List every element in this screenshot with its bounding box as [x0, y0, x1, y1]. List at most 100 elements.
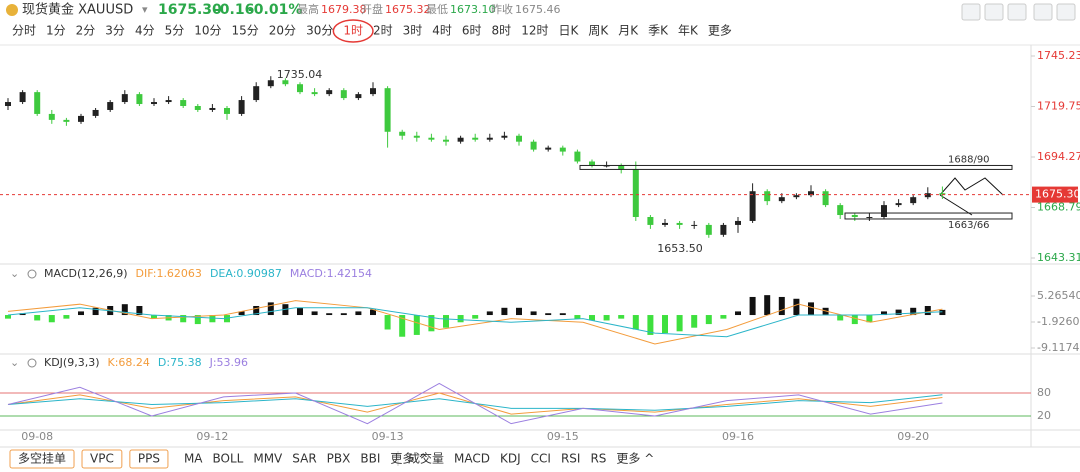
candle-body — [924, 193, 931, 198]
tool-button[interactable] — [961, 3, 981, 21]
period-tab[interactable]: 1分 — [46, 24, 66, 38]
macd-bar — [151, 315, 157, 319]
period-tab[interactable]: 5分 — [165, 24, 185, 38]
zone-label: 1663/66 — [948, 220, 990, 231]
period-tab[interactable]: 3分 — [105, 24, 125, 38]
indicator-tab[interactable]: SAR — [292, 452, 316, 466]
y-tick-label: 5.26540 — [1037, 289, 1080, 302]
candle-body — [267, 80, 274, 87]
period-tab[interactable]: 3时 — [403, 24, 423, 38]
period-tab[interactable]: 8时 — [492, 24, 512, 38]
macd-bar — [647, 315, 654, 335]
macd-bar — [194, 315, 201, 325]
macd-bar — [443, 315, 449, 328]
toolbar-button[interactable]: 多空挂单 — [18, 452, 66, 466]
period-tab[interactable]: 4分 — [135, 24, 155, 38]
indicator-tab[interactable]: MACD — [454, 452, 490, 466]
macd-bar — [910, 307, 917, 316]
candle-body — [48, 113, 55, 120]
collapse-icon[interactable]: ⌄ — [10, 267, 19, 280]
indicator-tab[interactable]: RSI — [561, 452, 581, 466]
candle-body — [370, 88, 376, 95]
tool-button[interactable] — [1033, 3, 1053, 21]
period-tab[interactable]: 更多 — [708, 24, 732, 38]
period-tab[interactable]: 10分 — [194, 24, 221, 38]
y-tick-label: 1643.31 — [1037, 251, 1080, 264]
button-border — [81, 449, 123, 469]
indicator-tab[interactable]: 成交量 — [408, 451, 444, 466]
candle-body — [808, 191, 814, 196]
dropdown-caret[interactable]: ▾ — [142, 3, 148, 16]
period-tab[interactable]: 1时 — [343, 24, 363, 38]
period-tab[interactable]: 日K — [558, 24, 579, 38]
open: 1675.32 — [385, 3, 431, 16]
candle-body — [749, 191, 756, 221]
candle-body — [224, 107, 230, 114]
indicator-line — [7, 382, 943, 425]
candle-body — [501, 135, 508, 138]
period-tab[interactable]: 2分 — [76, 24, 96, 38]
candle-body — [5, 102, 11, 107]
indicator-tab[interactable]: BBI — [360, 452, 380, 466]
macd-bar — [530, 311, 537, 316]
period-tab[interactable]: 分时 — [12, 24, 36, 38]
indicator-tab[interactable]: KDJ — [500, 452, 521, 466]
drawn-arrows — [939, 177, 1004, 216]
macd-bar — [516, 307, 522, 316]
symbol[interactable]: 现货黄金 XAUUSD — [22, 2, 133, 18]
indicator-tab[interactable]: RS — [590, 452, 606, 466]
indicator-tab[interactable]: MMV — [253, 452, 283, 466]
macd-bar — [311, 311, 318, 316]
indicator-tab[interactable]: 更多 ^ — [616, 452, 654, 466]
period-tab[interactable]: 2时 — [373, 24, 393, 38]
indicator-tab[interactable]: PBX — [327, 452, 351, 466]
settings-icon[interactable] — [27, 358, 37, 368]
period-tab[interactable]: 15分 — [232, 24, 259, 38]
tool-button[interactable] — [1007, 3, 1027, 21]
candle-body — [63, 119, 70, 122]
macd-bar — [5, 315, 11, 319]
tool-button[interactable] — [984, 3, 1004, 21]
period-tab[interactable]: 6时 — [462, 24, 482, 38]
period-tab[interactable]: 年K — [678, 24, 699, 38]
period-tab[interactable]: 月K — [618, 24, 639, 38]
last-price-box — [1032, 186, 1078, 203]
indicator-tab[interactable]: BOLL — [213, 452, 244, 466]
x-tick-label: 09-16 — [722, 430, 754, 443]
candle-body — [618, 165, 625, 170]
macd-bar — [895, 309, 902, 316]
period-tab[interactable]: 30分 — [306, 24, 333, 38]
zone-label: 1688/90 — [948, 154, 990, 165]
collapse-icon[interactable]: ⌄ — [10, 356, 19, 369]
period-tab[interactable]: 12时 — [521, 24, 548, 38]
macd-bar — [778, 296, 785, 316]
x-tick-label: 09-15 — [547, 430, 579, 443]
macd-bar — [253, 305, 260, 316]
macd-bar — [486, 311, 493, 316]
arrow-path — [939, 177, 1004, 196]
macd-bar — [370, 309, 376, 316]
y-tick-label: 1668.79 — [1037, 201, 1080, 214]
toolbar-button[interactable]: PPS — [138, 452, 160, 466]
macd-bar — [92, 307, 99, 316]
candle-body — [194, 106, 201, 110]
macd-bar — [851, 315, 858, 325]
period-tab[interactable]: 季K — [648, 24, 669, 38]
period-tab[interactable]: 4时 — [432, 24, 452, 38]
indicator-tab[interactable]: 更多 ^ — [390, 452, 428, 466]
open-label: 开盘 — [361, 2, 383, 16]
last-price-label: 1675.30 — [1035, 188, 1080, 201]
settings-icon[interactable] — [27, 269, 37, 279]
indicator-tab[interactable]: MA — [184, 452, 203, 466]
period-tab[interactable]: 周K — [588, 24, 609, 38]
period-tab[interactable]: 20分 — [269, 24, 296, 38]
tool-button[interactable] — [1056, 3, 1076, 21]
indicator-tab[interactable]: CCI — [531, 452, 551, 466]
candle-body — [92, 109, 99, 116]
macd-bar — [267, 302, 274, 316]
toolbar-button[interactable]: VPC — [90, 452, 114, 466]
candle-body — [793, 195, 800, 198]
legend-entry: J:53.96 — [209, 356, 248, 369]
